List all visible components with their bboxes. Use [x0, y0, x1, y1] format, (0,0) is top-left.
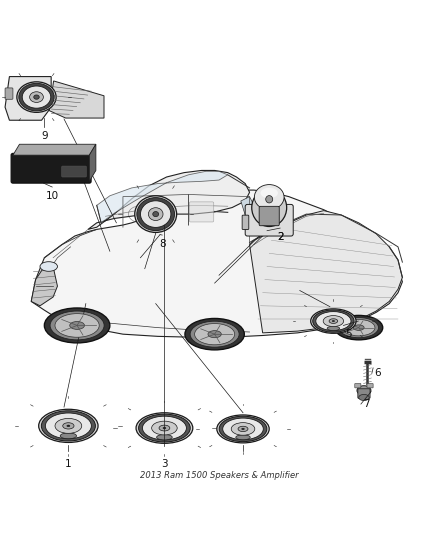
Ellipse shape: [17, 82, 56, 112]
Ellipse shape: [266, 196, 273, 203]
FancyBboxPatch shape: [358, 389, 370, 398]
Ellipse shape: [236, 435, 250, 440]
Ellipse shape: [332, 320, 335, 322]
Ellipse shape: [359, 394, 369, 400]
Text: 8: 8: [159, 239, 166, 249]
Ellipse shape: [70, 321, 85, 329]
Ellipse shape: [353, 325, 364, 330]
FancyBboxPatch shape: [189, 202, 214, 222]
Ellipse shape: [223, 418, 263, 440]
FancyBboxPatch shape: [146, 202, 170, 222]
Ellipse shape: [217, 415, 269, 443]
Ellipse shape: [194, 324, 235, 345]
Ellipse shape: [208, 330, 221, 338]
Ellipse shape: [30, 92, 43, 102]
Polygon shape: [31, 190, 403, 337]
Ellipse shape: [34, 95, 39, 99]
Polygon shape: [250, 211, 403, 333]
Text: 1: 1: [65, 458, 72, 469]
Ellipse shape: [39, 409, 98, 442]
FancyBboxPatch shape: [5, 88, 13, 99]
Ellipse shape: [55, 418, 82, 433]
Ellipse shape: [142, 416, 187, 440]
Polygon shape: [49, 81, 104, 118]
Ellipse shape: [190, 321, 239, 347]
Ellipse shape: [40, 262, 57, 271]
Ellipse shape: [242, 428, 244, 430]
Ellipse shape: [163, 427, 166, 429]
Text: 3: 3: [161, 458, 168, 469]
Text: 5: 5: [346, 329, 352, 339]
Ellipse shape: [252, 189, 287, 227]
Ellipse shape: [339, 318, 378, 338]
Ellipse shape: [153, 212, 159, 217]
FancyBboxPatch shape: [367, 384, 373, 388]
Text: 2: 2: [277, 232, 283, 243]
Ellipse shape: [60, 433, 77, 439]
Ellipse shape: [157, 434, 172, 440]
Text: 2013 Ram 1500 Speakers & Amplifier: 2013 Ram 1500 Speakers & Amplifier: [140, 472, 298, 480]
Polygon shape: [241, 197, 254, 215]
Text: 7: 7: [363, 399, 370, 409]
FancyBboxPatch shape: [242, 215, 249, 230]
FancyBboxPatch shape: [11, 154, 91, 183]
Ellipse shape: [148, 208, 163, 221]
Ellipse shape: [50, 311, 104, 340]
Ellipse shape: [219, 416, 267, 442]
Ellipse shape: [137, 198, 175, 231]
Ellipse shape: [55, 313, 99, 337]
Ellipse shape: [63, 423, 74, 429]
FancyBboxPatch shape: [259, 206, 279, 225]
Polygon shape: [13, 144, 96, 155]
Ellipse shape: [335, 316, 383, 340]
Ellipse shape: [316, 312, 351, 330]
Ellipse shape: [67, 425, 70, 427]
Ellipse shape: [46, 413, 92, 439]
Ellipse shape: [152, 421, 177, 435]
Ellipse shape: [238, 426, 248, 432]
Polygon shape: [89, 144, 96, 181]
Ellipse shape: [231, 423, 255, 435]
FancyBboxPatch shape: [62, 166, 86, 177]
FancyBboxPatch shape: [355, 384, 361, 388]
Ellipse shape: [135, 196, 177, 232]
Text: 6: 6: [374, 368, 381, 378]
Ellipse shape: [159, 425, 170, 431]
Ellipse shape: [311, 309, 356, 333]
Ellipse shape: [323, 316, 343, 327]
Ellipse shape: [343, 319, 375, 336]
Ellipse shape: [261, 188, 278, 198]
Ellipse shape: [22, 86, 51, 108]
Ellipse shape: [44, 308, 110, 343]
Ellipse shape: [254, 184, 284, 210]
Text: 2: 2: [277, 232, 283, 243]
Ellipse shape: [19, 83, 54, 111]
Ellipse shape: [138, 414, 190, 442]
Text: 10: 10: [46, 191, 59, 201]
Polygon shape: [31, 266, 57, 306]
Ellipse shape: [185, 318, 244, 350]
Ellipse shape: [313, 310, 354, 332]
Text: 9: 9: [41, 131, 48, 141]
Ellipse shape: [329, 319, 338, 324]
Ellipse shape: [141, 201, 171, 228]
Polygon shape: [5, 77, 51, 120]
Ellipse shape: [357, 386, 371, 395]
Polygon shape: [88, 171, 250, 229]
Ellipse shape: [327, 326, 339, 330]
Polygon shape: [97, 171, 228, 223]
Ellipse shape: [136, 413, 193, 443]
FancyBboxPatch shape: [245, 205, 293, 236]
Ellipse shape: [41, 411, 95, 441]
